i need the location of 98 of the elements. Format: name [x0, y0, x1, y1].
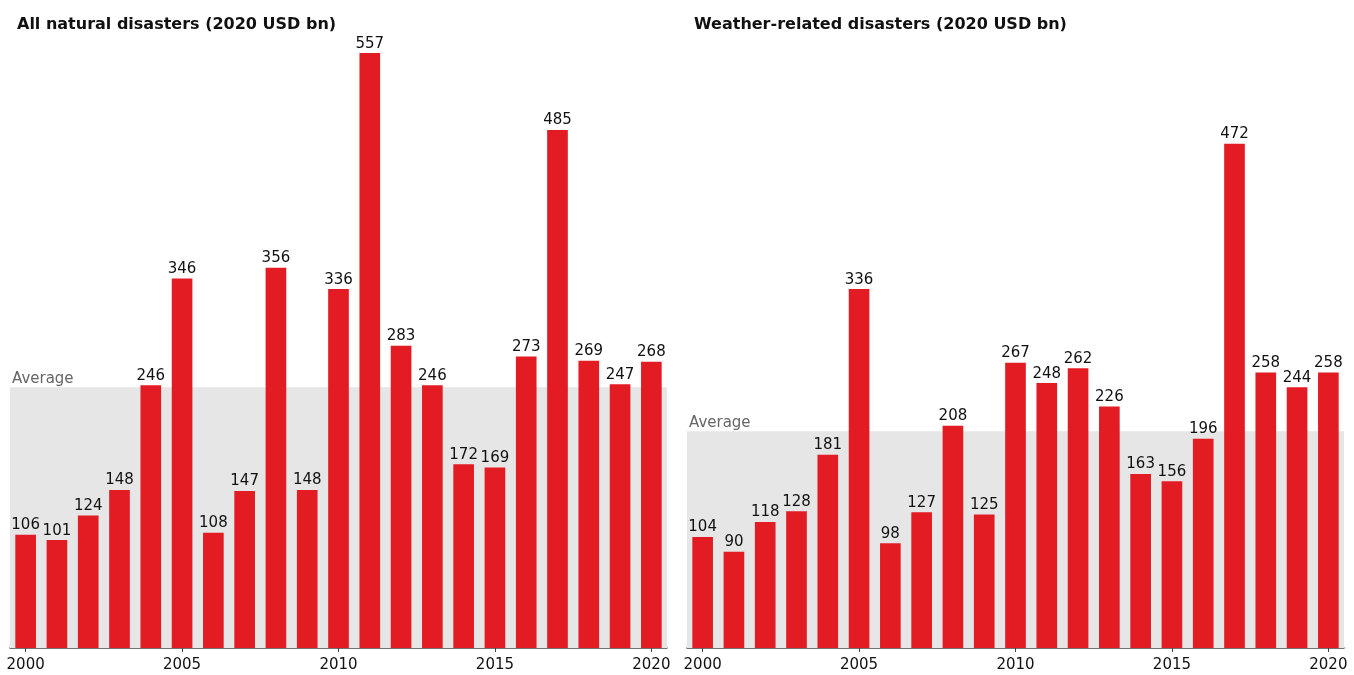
data-label: 108 — [199, 513, 228, 532]
bar — [484, 467, 506, 648]
data-label: 172 — [449, 444, 478, 463]
x-tick-label: 2005 — [162, 654, 202, 673]
data-label: 336 — [844, 269, 874, 288]
data-label: 104 — [688, 517, 717, 536]
x-tick-label: 2015 — [1152, 654, 1192, 673]
bar — [359, 53, 381, 648]
data-label: 226 — [1095, 387, 1124, 406]
data-label: 169 — [480, 447, 510, 466]
bar — [754, 521, 776, 648]
bar — [1130, 473, 1151, 648]
x-tick-label: 2000 — [683, 654, 722, 673]
chart-title: Weather-related disasters (2020 USD bn) — [694, 13, 1067, 33]
x-tick-label: 2005 — [839, 654, 879, 673]
data-label: 208 — [938, 406, 968, 425]
data-label: 247 — [605, 364, 635, 383]
data-label: 98 — [880, 523, 900, 542]
data-label: 557 — [355, 33, 385, 52]
data-label: 246 — [136, 365, 166, 384]
bar — [203, 532, 224, 648]
bar — [77, 515, 99, 648]
bar — [46, 540, 68, 648]
data-label: 246 — [418, 365, 447, 384]
data-label: 258 — [1251, 352, 1281, 371]
bar — [234, 490, 255, 648]
data-label: 147 — [230, 471, 259, 490]
data-label: 356 — [261, 248, 291, 267]
bar — [1067, 368, 1089, 648]
chart-title: All natural disasters (2020 USD bn) — [17, 13, 337, 33]
bar — [578, 360, 600, 648]
bar — [609, 384, 631, 648]
bar — [1224, 143, 1245, 648]
data-label: 118 — [750, 502, 780, 521]
data-label: 283 — [386, 326, 416, 345]
bar — [817, 454, 839, 648]
bar — [1005, 362, 1026, 648]
bar — [848, 289, 870, 648]
data-label: 269 — [574, 341, 604, 360]
data-label: 90 — [724, 532, 744, 551]
data-label: 127 — [907, 492, 936, 511]
data-label: 472 — [1220, 124, 1249, 143]
data-label: 268 — [637, 342, 666, 361]
x-tick-label: 2015 — [475, 654, 515, 673]
bar — [515, 356, 537, 648]
bar — [296, 489, 318, 648]
data-label: 124 — [73, 496, 103, 515]
data-label: 258 — [1314, 352, 1343, 371]
bar — [641, 361, 662, 648]
bar — [547, 129, 568, 648]
bar — [109, 489, 130, 648]
data-label: 106 — [11, 515, 40, 534]
bar — [390, 345, 412, 648]
data-label: 336 — [324, 269, 353, 288]
bar — [723, 551, 745, 648]
x-tick-label: 2010 — [319, 654, 358, 673]
bar — [171, 278, 193, 648]
bar — [328, 289, 349, 648]
bar — [692, 536, 713, 648]
data-label: 101 — [42, 520, 72, 539]
data-label: 196 — [1188, 419, 1218, 438]
band-label: Average — [689, 412, 751, 431]
data-label: 267 — [1001, 343, 1030, 362]
data-label: 244 — [1282, 367, 1312, 386]
bar — [942, 425, 964, 648]
bar — [1318, 372, 1339, 648]
bar — [911, 512, 932, 648]
bar — [973, 514, 995, 648]
bar — [1255, 372, 1277, 648]
bar — [786, 511, 807, 648]
bar — [1099, 406, 1120, 648]
x-tick-label: 2020 — [632, 654, 671, 673]
bar — [880, 543, 901, 648]
bar — [1192, 438, 1214, 648]
band-label: Average — [12, 368, 74, 387]
bar — [1161, 481, 1183, 648]
data-label: 346 — [167, 258, 197, 277]
data-label: 262 — [1063, 348, 1093, 367]
data-label: 156 — [1157, 461, 1187, 480]
bar — [140, 385, 162, 648]
data-label: 148 — [105, 470, 134, 489]
bar — [265, 267, 287, 648]
data-label: 485 — [543, 110, 572, 129]
bar — [422, 385, 443, 648]
bar — [1286, 387, 1308, 648]
data-label: 273 — [511, 336, 541, 355]
bar — [15, 534, 36, 648]
data-label: 128 — [782, 491, 811, 510]
data-label: 125 — [969, 494, 999, 513]
data-label: 163 — [1126, 454, 1155, 473]
x-tick-label: 2020 — [1309, 654, 1348, 673]
data-label: 181 — [813, 435, 843, 454]
bar — [453, 464, 474, 648]
bar — [1036, 383, 1058, 648]
x-tick-label: 2010 — [996, 654, 1035, 673]
data-label: 248 — [1032, 363, 1062, 382]
data-label: 148 — [292, 470, 322, 489]
x-tick-label: 2000 — [6, 654, 45, 673]
